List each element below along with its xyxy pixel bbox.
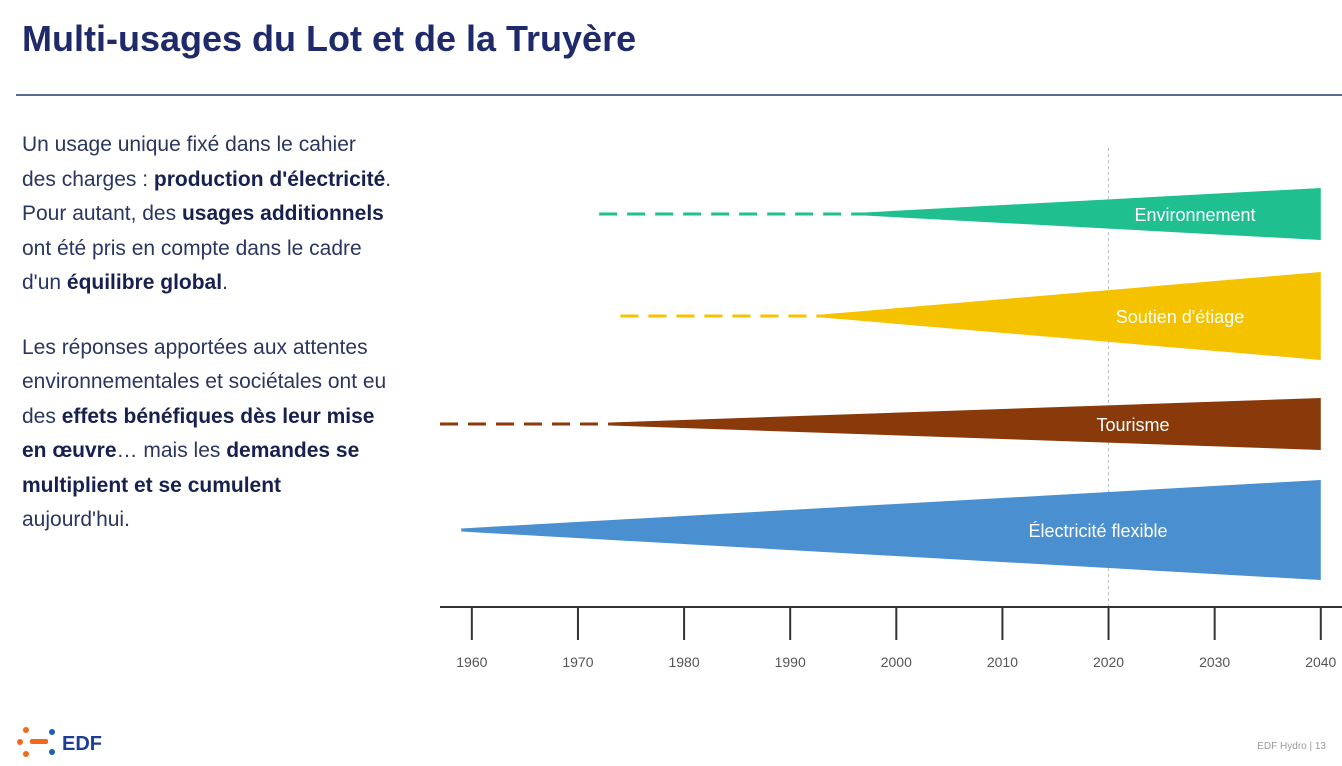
band-label: Environnement (1134, 205, 1255, 225)
wedge (461, 480, 1321, 580)
text: . Pour autant, des (22, 167, 392, 226)
body-text: Un usage unique fixé dans le cahier des … (22, 128, 394, 568)
bold-text: demandes se multiplient et se cumulent (22, 439, 360, 497)
x-tick-label: 2000 (881, 654, 912, 670)
x-tick-label: 1980 (668, 654, 699, 670)
band-label: Tourisme (1096, 415, 1169, 435)
wedge (609, 398, 1321, 450)
wedge (822, 272, 1321, 360)
title-rule (16, 94, 1342, 96)
logo-text: EDF (62, 733, 102, 755)
x-tick-label: 2020 (1093, 654, 1124, 670)
paragraph: Les réponses apportées aux attentes envi… (22, 331, 394, 538)
x-tick-label: 1970 (562, 654, 593, 670)
bold-text: équilibre global (66, 271, 223, 294)
bold-text: usages additionnels (181, 202, 384, 225)
slide-title: Multi-usages du Lot et de la Truyère (22, 18, 637, 59)
bold-text: production d'électricité (153, 167, 386, 191)
band-label: Électricité flexible (1028, 521, 1167, 541)
text: ont été pris en compte dans le cadre d'u… (22, 236, 362, 295)
text: aujourd'hui. (22, 508, 130, 531)
logo-mark (17, 727, 55, 757)
text: . (222, 271, 228, 294)
x-tick-label: 1960 (456, 654, 487, 670)
paragraph: Un usage unique fixé dans le cahier des … (22, 128, 394, 301)
x-tick-label: 2030 (1199, 654, 1230, 670)
wedge (864, 188, 1321, 240)
bold-text: effets bénéfiques dès leur mise en œuvre (22, 404, 375, 463)
x-tick-label: 2040 (1305, 654, 1336, 670)
logo: EDF (17, 727, 102, 757)
x-tick-label: 1990 (775, 654, 806, 670)
text: Les réponses apportées aux attentes envi… (22, 335, 387, 428)
band-label: Soutien d'étiage (1116, 307, 1245, 327)
footer: EDF Hydro | 13 (1257, 741, 1326, 752)
text: Un usage unique fixé dans le cahier des … (22, 133, 356, 191)
x-tick-label: 2010 (987, 654, 1018, 670)
text: … mais les (116, 439, 227, 462)
